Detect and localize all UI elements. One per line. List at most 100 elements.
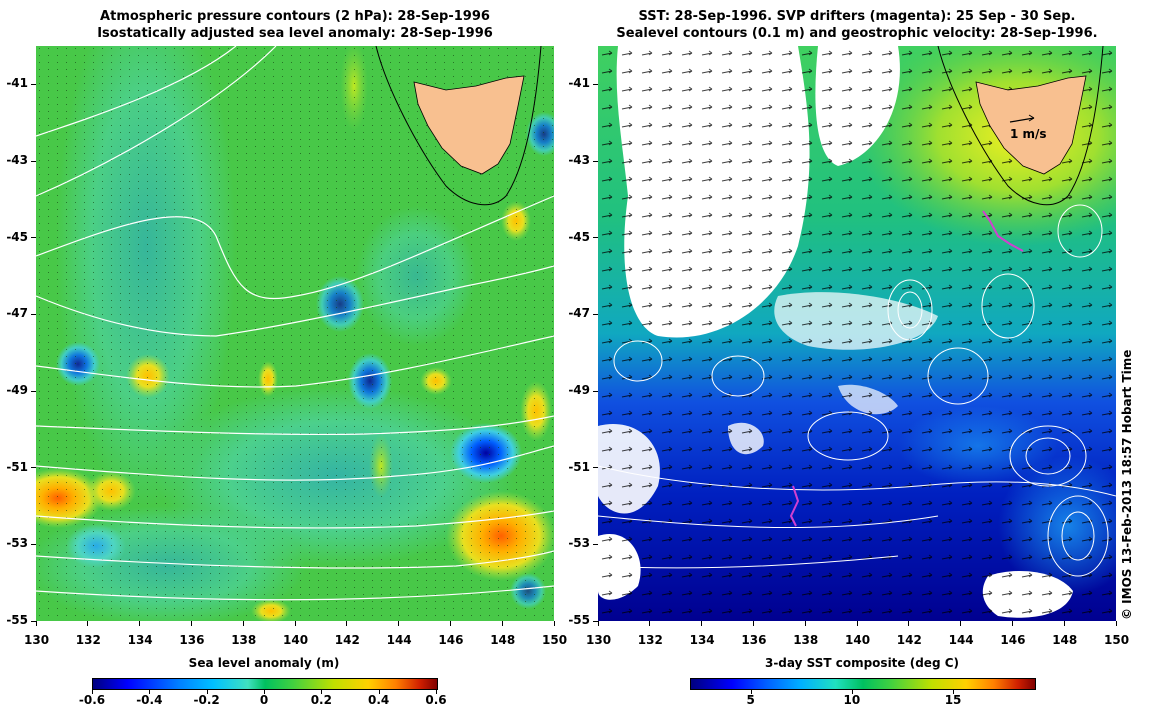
left-x-tick-mark xyxy=(501,621,503,626)
right-title-line2: Sealevel contours (0.1 m) and geostrophi… xyxy=(616,26,1098,41)
left-y-tick-label: -47 xyxy=(6,306,28,321)
sea-level-anomaly-map xyxy=(36,46,554,621)
left-y-tick-label: -41 xyxy=(6,76,28,91)
right-colorbar-tick-mark xyxy=(750,690,752,694)
left-x-tick-label: 140 xyxy=(283,633,309,647)
right-colorbar-tick-mark xyxy=(953,690,955,694)
tasmania-land-right xyxy=(975,75,1087,175)
left-y-tick-label: -51 xyxy=(6,459,28,474)
right-colorbar-tick-label: 10 xyxy=(843,693,861,707)
right-y-tick-label: -55 xyxy=(568,613,590,627)
velocity-scale-label: 1 m/s xyxy=(1010,127,1047,141)
right-y-tick-mark xyxy=(593,160,598,162)
left-colorbar-tick-label: 0.2 xyxy=(310,693,332,707)
left-y-tick-mark xyxy=(31,620,36,622)
right-y-tick-mark xyxy=(593,620,598,622)
left-x-tick-mark xyxy=(449,621,451,626)
left-y-tick-mark xyxy=(31,83,36,85)
left-x-tick-mark xyxy=(398,621,400,626)
left-colorbar-tick-label: -0.4 xyxy=(136,693,163,707)
sst-map: 1 m/s xyxy=(598,46,1116,621)
left-x-tick-mark xyxy=(139,621,141,626)
right-y-tick-mark xyxy=(593,83,598,85)
left-colorbar-label: Sea level anomaly (m) xyxy=(188,656,340,670)
right-x-tick-mark xyxy=(597,621,599,626)
right-x-tick-label: 140 xyxy=(845,633,871,647)
left-x-tick-label: 144 xyxy=(386,633,412,647)
right-x-tick-label: 134 xyxy=(689,633,715,647)
left-title-line1: Atmospheric pressure contours (2 hPa): 2… xyxy=(100,9,490,24)
left-x-tick-label: 136 xyxy=(179,633,205,647)
left-y-tick-label: -43 xyxy=(6,153,28,167)
right-x-tick-label: 148 xyxy=(1052,633,1078,647)
left-colorbar-tick-mark xyxy=(264,690,265,694)
left-y-tick-mark xyxy=(31,390,36,392)
left-x-tick-label: 130 xyxy=(24,633,50,647)
right-x-tick-mark xyxy=(1011,621,1013,626)
right-y-tick-mark xyxy=(593,237,598,239)
right-colorbar-tick-mark xyxy=(851,690,853,694)
left-y-tick-label: -53 xyxy=(6,536,28,551)
right-x-tick-label: 146 xyxy=(1000,633,1026,647)
tasmania-land-left xyxy=(413,75,525,175)
right-x-tick-label: 138 xyxy=(793,633,819,647)
copyright-text: © IMOS 13-Feb-2013 18:57 Hobart Time xyxy=(1120,349,1134,620)
left-colorbar-tick-label: 0 xyxy=(259,693,269,707)
right-x-tick-mark xyxy=(1063,621,1065,626)
left-colorbar-tick-mark xyxy=(436,690,437,694)
right-x-tick-label: 132 xyxy=(637,633,663,647)
right-y-tick-mark xyxy=(593,390,598,392)
left-x-tick-label: 134 xyxy=(127,633,153,647)
right-x-tick-mark xyxy=(908,621,910,626)
right-colorbar-tick-label: 5 xyxy=(746,693,755,707)
left-y-tick-mark xyxy=(31,467,36,469)
left-x-tick-label: 138 xyxy=(231,633,257,647)
velocity-scale-arrow xyxy=(1009,117,1035,123)
left-y-tick-mark xyxy=(31,160,36,162)
left-title-line2: Isostatically adjusted sea level anomaly… xyxy=(97,26,493,41)
left-x-tick-mark xyxy=(35,621,37,626)
right-colorbar xyxy=(690,678,1036,690)
left-y-tick-mark xyxy=(31,237,36,239)
left-colorbar-tick-mark xyxy=(321,690,323,694)
left-y-tick-label: -55 xyxy=(6,613,28,627)
left-x-tick-label: 146 xyxy=(438,633,464,647)
left-panel-title: Atmospheric pressure contours (2 hPa): 2… xyxy=(36,8,554,42)
right-colorbar-tick-label: 15 xyxy=(944,693,962,707)
right-x-tick-label: 136 xyxy=(741,633,767,647)
sea-level-anomaly-svg xyxy=(36,46,554,621)
left-y-tick-label: -49 xyxy=(6,383,28,397)
right-panel-title: SST: 28-Sep-1996. SVP drifters (magenta)… xyxy=(598,8,1116,42)
left-x-tick-label: 148 xyxy=(490,633,516,647)
left-colorbar-tick-mark xyxy=(378,690,380,694)
left-x-tick-mark xyxy=(294,621,296,626)
left-x-tick-label: 142 xyxy=(334,633,360,647)
right-x-tick-mark xyxy=(960,621,962,626)
left-x-tick-mark xyxy=(190,621,192,626)
left-x-tick-mark xyxy=(553,621,555,626)
right-x-tick-mark xyxy=(1115,621,1117,626)
left-y-tick-label: -45 xyxy=(6,229,28,244)
left-x-tick-mark xyxy=(242,621,244,626)
left-colorbar-tick-label: -0.2 xyxy=(193,693,220,707)
sst-svg: 1 m/s xyxy=(598,46,1116,621)
left-colorbar-tick-label: 0.4 xyxy=(368,693,390,707)
right-x-tick-label: 144 xyxy=(948,633,974,647)
right-y-tick-label: -51 xyxy=(568,459,590,474)
right-x-tick-label: 150 xyxy=(1104,633,1130,647)
left-x-tick-mark xyxy=(87,621,89,626)
right-x-tick-mark xyxy=(804,621,806,626)
right-y-tick-label: -49 xyxy=(568,383,590,397)
right-x-tick-mark xyxy=(649,621,651,626)
right-colorbar-label: 3-day SST composite (deg C) xyxy=(764,656,960,670)
right-x-tick-mark xyxy=(752,621,754,626)
right-x-tick-mark xyxy=(856,621,858,626)
left-x-tick-mark xyxy=(346,621,348,626)
right-y-tick-mark xyxy=(593,313,598,315)
left-colorbar xyxy=(92,678,438,690)
right-y-tick-label: -41 xyxy=(568,76,590,91)
right-y-tick-label: -53 xyxy=(568,536,590,551)
right-y-tick-mark xyxy=(593,543,598,545)
left-colorbar-tick-mark xyxy=(149,690,151,694)
right-title-line1: SST: 28-Sep-1996. SVP drifters (magenta)… xyxy=(638,9,1076,24)
